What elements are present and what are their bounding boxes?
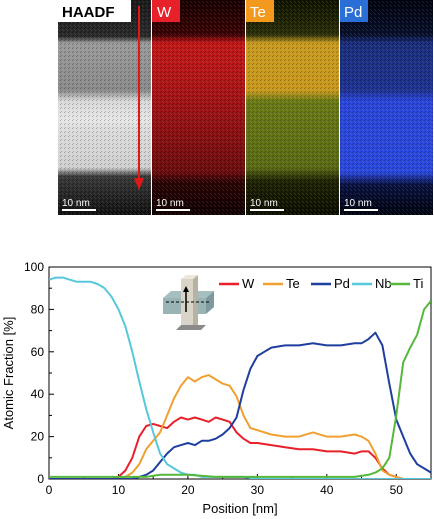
pd-panel: Pd 10 nm: [340, 0, 433, 215]
haadf-panel: HAADF 10 nm: [58, 0, 151, 215]
pd-label-bg: [340, 0, 368, 22]
te-label: Te: [250, 4, 266, 21]
series-lines: [49, 276, 431, 479]
y-tick-label: 40: [31, 387, 45, 401]
y-tick-label: 20: [31, 430, 45, 444]
series-line-te: [49, 374, 431, 479]
x-axis-title: Position [nm]: [202, 501, 277, 516]
x-axis-ticks: 0 10 20 30 40 50: [46, 474, 404, 497]
y-tick-label: 0: [37, 472, 44, 486]
w-scalebar-label: 10 nm: [156, 198, 184, 209]
map-panels: HAADF 10 nm W 10 nm Te 10 nm: [58, 0, 433, 215]
te-label-bg: [246, 0, 274, 22]
pd-label: Pd: [344, 4, 362, 21]
y-tick-label: 100: [24, 260, 44, 274]
legend-label-te: Te: [286, 276, 300, 291]
y-tick-label: 60: [31, 345, 45, 359]
profile-chart: 0 10 20 30 40 50 0 20 40 60 80 100 W Te Pd Nb Ti Posit…: [1, 260, 432, 516]
w-panel: W 10 nm: [152, 0, 245, 215]
series-line-pd: [49, 331, 431, 479]
series-line-nb: [49, 276, 431, 479]
device-inset-icon: [163, 275, 214, 330]
x-tick-label: 0: [46, 483, 53, 497]
x-tick-label: 40: [320, 483, 334, 497]
x-tick-label: 50: [390, 483, 404, 497]
series-line-w: [49, 416, 431, 479]
te-panel: Te 10 nm: [246, 0, 339, 215]
pd-scalebar-label: 10 nm: [344, 198, 372, 209]
w-label: W: [157, 4, 172, 21]
profile-arrow-head: [134, 178, 144, 190]
legend: W Te Pd Nb Ti: [219, 276, 423, 291]
haadf-scalebar-label: 10 nm: [62, 198, 90, 209]
haadf-label-bg: [58, 0, 131, 22]
legend-label-pd: Pd: [334, 276, 350, 291]
x-tick-label: 10: [112, 483, 126, 497]
te-scalebar-label: 10 nm: [250, 198, 278, 209]
legend-label-w: W: [242, 276, 255, 291]
w-label-bg: [152, 0, 180, 22]
y-tick-label: 80: [31, 302, 45, 316]
haadf-label: HAADF: [62, 4, 115, 21]
legend-label-ti: Ti: [413, 276, 423, 291]
x-tick-label: 30: [251, 483, 265, 497]
y-axis-title: Atomic Fraction [%]: [1, 317, 16, 430]
plot-frame: [48, 266, 432, 480]
legend-label-nb: Nb: [375, 276, 392, 291]
y-axis-ticks: 0 20 40 60 80 100: [24, 260, 54, 486]
x-tick-label: 20: [181, 483, 195, 497]
series-line-ti: [49, 300, 431, 478]
